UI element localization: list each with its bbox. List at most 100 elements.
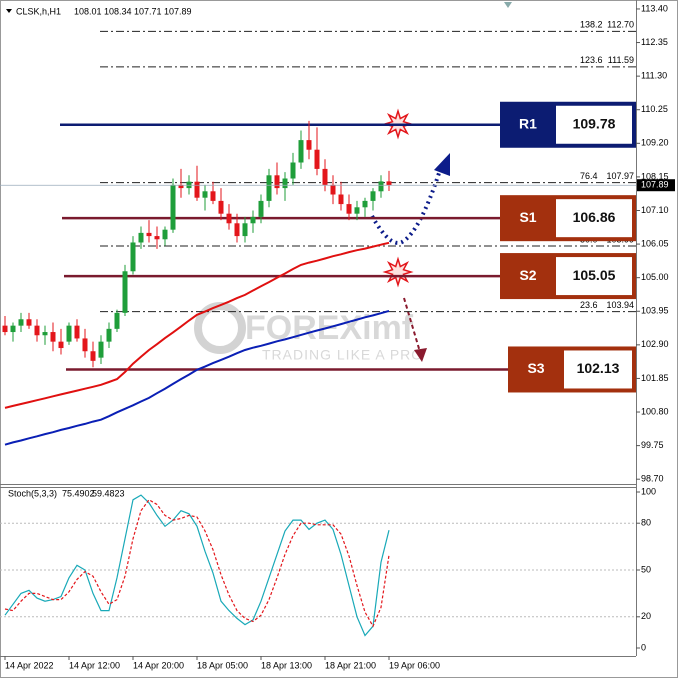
y-tick-label: 106.05: [641, 238, 669, 248]
y-tick-label: 50: [641, 564, 651, 574]
candle-body: [34, 325, 40, 336]
candle-body: [2, 325, 8, 333]
candle-body: [362, 200, 368, 208]
candle-body: [282, 178, 288, 189]
candle-body: [50, 332, 56, 342]
last-price-label: 107.89: [641, 180, 669, 190]
fib-ratio: 23.6: [580, 300, 598, 310]
candle-body: [18, 319, 24, 326]
candle-body: [58, 341, 64, 349]
candle-body: [106, 328, 112, 342]
candle-body: [346, 204, 352, 214]
level-name: S1: [519, 209, 536, 225]
y-tick-label: 100: [641, 486, 656, 496]
fib-ratio: 123.6: [580, 55, 603, 65]
candle-body: [154, 236, 160, 240]
y-tick-label: 108.15: [641, 171, 669, 181]
candle-body: [290, 162, 296, 179]
level-name: R1: [519, 115, 537, 131]
open: 108.01: [74, 6, 102, 16]
y-tick-label: 0: [641, 642, 646, 652]
level-value-box: [556, 257, 632, 296]
candle-body: [10, 325, 16, 333]
candle-body: [218, 200, 224, 214]
level-value: 106.86: [573, 209, 616, 225]
y-tick-label: 20: [641, 611, 651, 621]
stoch-line: [4, 499, 390, 628]
level-value: 102.13: [577, 360, 620, 376]
stoch-signal: 59.4823: [92, 488, 125, 498]
level-value-box: [556, 105, 632, 144]
candle-body: [330, 184, 336, 195]
menu-icon[interactable]: [6, 9, 12, 13]
stoch-title: Stoch(5,3,3): [8, 488, 57, 498]
level-value: 105.05: [573, 267, 616, 283]
symbol: CLSK,h,H1: [16, 6, 61, 16]
candle-body: [370, 191, 376, 201]
fib-price: 107.97: [606, 171, 634, 181]
fib-price: 103.94: [606, 300, 634, 310]
scroll-marker: [504, 2, 512, 8]
candle-body: [378, 181, 384, 192]
y-tick-label: 99.75: [641, 440, 664, 450]
candle-body: [66, 325, 72, 342]
fib-price: 111.59: [608, 55, 634, 65]
low: 107.71: [134, 6, 162, 16]
stoch-line: [4, 494, 390, 637]
candle-body: [114, 312, 120, 329]
candle-body: [42, 332, 48, 336]
arrow-head: [434, 153, 450, 176]
y-tick-label: 102.90: [641, 339, 669, 349]
y-tick-label: 110.25: [641, 104, 668, 114]
candle-body: [130, 242, 136, 272]
y-tick-label: 112.35: [641, 37, 668, 47]
arrow-head: [414, 348, 427, 362]
y-tick-label: 103.95: [641, 306, 669, 316]
y-tick-label: 98.70: [641, 474, 664, 484]
last-price-tag: [637, 179, 675, 192]
close: 107.89: [164, 6, 192, 16]
y-tick-label: 113.40: [641, 3, 668, 13]
candle-body: [178, 184, 184, 189]
y-tick-label: 109.20: [641, 138, 669, 148]
candle-body: [386, 181, 392, 186]
candle-body: [354, 207, 360, 214]
candle-body: [226, 213, 232, 224]
candle-body: [74, 325, 80, 339]
x-tick-label: 18 Apr 21:00: [325, 660, 376, 670]
moving-average: [4, 241, 390, 409]
x-tick-label: 18 Apr 05:00: [197, 660, 248, 670]
level-name: S3: [527, 360, 544, 376]
level-name: S2: [519, 267, 536, 283]
candle-body: [210, 191, 216, 201]
x-tick-label: 14 Apr 12:00: [69, 660, 120, 670]
x-tick-label: 14 Apr 2022: [5, 660, 54, 670]
candle-body: [194, 181, 200, 198]
candle-body: [242, 223, 248, 237]
fib-ratio: 138.2: [580, 20, 603, 30]
candle-body: [338, 194, 344, 205]
bounce-arrow: [370, 169, 442, 245]
candle-body: [202, 191, 208, 198]
candle-body: [162, 229, 168, 240]
y-tick-label: 100.80: [641, 406, 669, 416]
y-tick-label: 107.10: [641, 205, 669, 215]
stoch-main: 75.4902: [62, 488, 95, 498]
fib-price: 112.70: [607, 20, 634, 30]
candle-body: [274, 175, 280, 189]
x-tick-label: 14 Apr 20:00: [133, 660, 184, 670]
candle-body: [258, 200, 264, 217]
candle-body: [322, 168, 328, 185]
candle-body: [90, 351, 96, 361]
burst: [382, 256, 414, 288]
candle-body: [26, 319, 32, 326]
candle-body: [314, 149, 320, 169]
candle-body: [146, 232, 152, 237]
break-arrow: [403, 297, 421, 353]
level-value: 109.78: [573, 115, 616, 131]
high: 108.34: [104, 6, 132, 16]
candle-body: [98, 341, 104, 358]
candle-body: [122, 271, 128, 313]
candle-body: [234, 223, 240, 237]
